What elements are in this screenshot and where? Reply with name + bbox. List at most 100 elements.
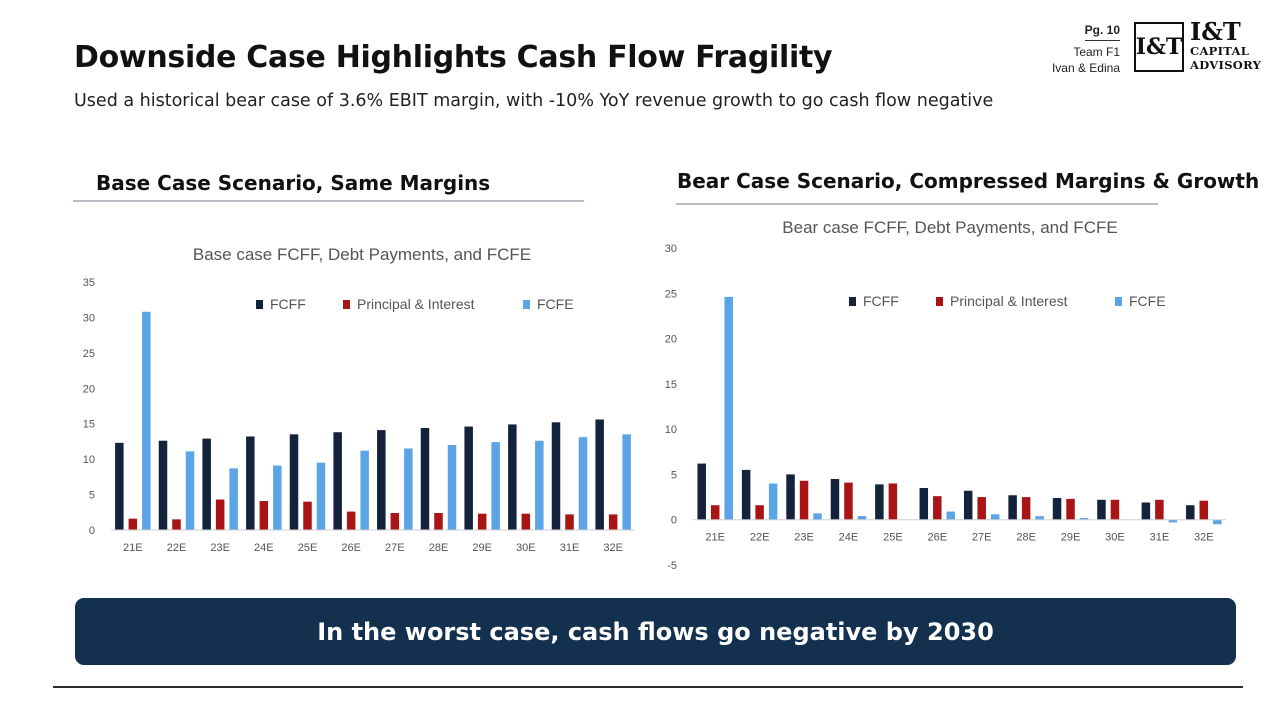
logo-mark-text: I&T [1135,34,1183,60]
bear-legend-label-fcff: FCFF [863,293,899,309]
base-y-tick-label: 30 [83,312,95,324]
bear-legend-label-principal-and-interest: Principal & Interest [950,293,1068,309]
base-bar-fcff-27e [377,430,386,530]
bear-bar-principal-and-interest-27e [977,497,986,520]
bear-bar-fcfe-32e [1213,519,1222,525]
base-x-tick-label: 24E [254,542,274,554]
base-x-tick-label: 30E [516,542,536,554]
base-bar-fcff-29e [464,426,473,530]
base-bar-fcfe-31e [578,437,588,530]
bear-bar-fcfe-31e [1168,519,1178,523]
logo-name-line1: I&T [1190,17,1241,46]
team-label: Team F1 [1073,45,1120,59]
base-case-section-title: Base Case Scenario, Same Margins [96,171,491,195]
bear-bar-fcfe-29e [1079,517,1089,520]
base-bar-fcff-23e [202,438,211,530]
bear-bar-fcff-28e [1008,495,1017,520]
base-y-tick-label: 20 [83,383,95,395]
base-bar-principal-and-interest-26e [346,511,356,530]
page-meta: Pg. 10 Team F1 Ivan & Edina [1010,22,1120,76]
bear-legend-swatch-fcfe [1115,297,1122,306]
bear-chart-title: Bear case FCFF, Debt Payments, and FCFE [782,218,1117,237]
bear-case-section-title: Bear Case Scenario, Compressed Margins &… [677,169,1260,193]
bear-x-tick-label: 22E [750,532,770,544]
base-legend-label-principal-and-interest: Principal & Interest [357,296,475,312]
bear-y-tick-label: 10 [665,424,677,436]
footer-rule [53,686,1243,688]
bear-bar-fcff-31e [1141,502,1151,520]
base-bar-principal-and-interest-31e [565,514,574,530]
bear-bar-principal-and-interest-25e [888,483,898,520]
base-legend-label-fcff: FCFF [270,296,306,312]
base-x-tick-label: 31E [560,542,580,554]
base-bar-principal-and-interest-23e [215,499,225,530]
base-bar-principal-and-interest-21e [128,518,138,530]
bear-bar-fcfe-28e [1035,516,1044,520]
bear-y-tick-label: 0 [671,515,677,527]
base-x-tick-label: 22E [167,542,187,554]
base-x-tick-label: 28E [429,542,449,554]
base-bar-principal-and-interest-30e [521,513,531,530]
base-bar-principal-and-interest-27e [390,512,400,530]
bear-case-section-rule [676,203,1158,205]
base-x-tick-label: 23E [210,542,230,554]
base-bar-fcfe-30e [535,440,544,530]
bear-bar-fcff-27e [963,490,973,520]
base-bar-principal-and-interest-29e [477,513,487,530]
base-bar-fcfe-24e [273,465,282,530]
base-legend-swatch-fcfe [523,300,530,309]
base-bar-fcfe-28e [447,444,457,530]
base-x-tick-label: 27E [385,542,405,554]
bear-bar-fcfe-21e [724,296,733,520]
bear-x-tick-label: 21E [705,532,725,544]
bear-x-tick-label: 29E [1061,532,1081,544]
base-case-chart: Base case FCFF, Debt Payments, and FCFE 0… [83,245,635,554]
bear-bar-principal-and-interest-32e [1199,500,1209,520]
bear-x-tick-label: 28E [1016,532,1036,544]
bear-bar-fcff-32e [1186,505,1195,520]
bear-legend-swatch-principal-and-interest [936,297,943,306]
bear-bar-principal-and-interest-28e [1021,497,1031,520]
base-bar-fcfe-26e [360,450,369,530]
base-y-tick-label: 15 [83,419,95,431]
base-case-section-rule [73,200,584,202]
base-x-tick-label: 26E [341,542,361,554]
bear-bar-fcff-26e [919,488,929,520]
base-bar-fcff-32e [595,419,604,530]
bear-x-tick-label: 24E [839,532,859,544]
bear-bar-fcff-25e [875,484,884,520]
base-x-tick-label: 21E [123,542,143,554]
base-bar-fcfe-25e [316,462,326,530]
base-bar-principal-and-interest-22e [172,519,181,530]
base-bar-principal-and-interest-28e [434,512,443,530]
bear-bar-fcff-30e [1097,499,1106,520]
bear-x-tick-label: 25E [883,532,903,544]
bear-y-tick-label: 15 [665,379,677,391]
bear-bar-fcfe-26e [946,511,956,520]
base-bar-fcff-24e [246,436,255,530]
bear-bar-principal-and-interest-21e [710,505,720,520]
base-bar-fcff-28e [420,427,430,530]
bear-legend-label-fcfe: FCFE [1129,293,1166,309]
base-y-tick-label: 0 [89,525,95,537]
bear-bar-principal-and-interest-24e [844,482,853,520]
bear-bar-principal-and-interest-29e [1066,498,1075,520]
bear-bar-principal-and-interest-23e [799,480,809,520]
base-bar-fcfe-32e [622,434,631,530]
base-x-tick-label: 32E [603,542,623,554]
conclusion-banner-text: In the worst case, cash flows go negativ… [317,617,994,646]
base-y-tick-label: 5 [89,490,95,502]
bear-y-tick-label: 30 [665,243,677,255]
logo-name-line3: ADVISORY [1190,57,1262,72]
bear-bar-principal-and-interest-26e [933,496,942,520]
base-legend-swatch-principal-and-interest [343,300,350,309]
bear-y-tick-label: 25 [665,288,677,300]
company-logo: I&T CAPITAL ADVISORY [1190,20,1270,71]
bear-bar-fcff-23e [786,474,795,520]
page-subtitle: Used a historical bear case of 3.6% EBIT… [74,91,994,111]
base-legend-swatch-fcff [256,300,263,309]
base-x-tick-label: 25E [298,542,318,554]
base-y-tick-label: 35 [83,277,95,289]
page-number: Pg. 10 [1084,22,1120,41]
bear-x-tick-label: 30E [1105,532,1125,544]
